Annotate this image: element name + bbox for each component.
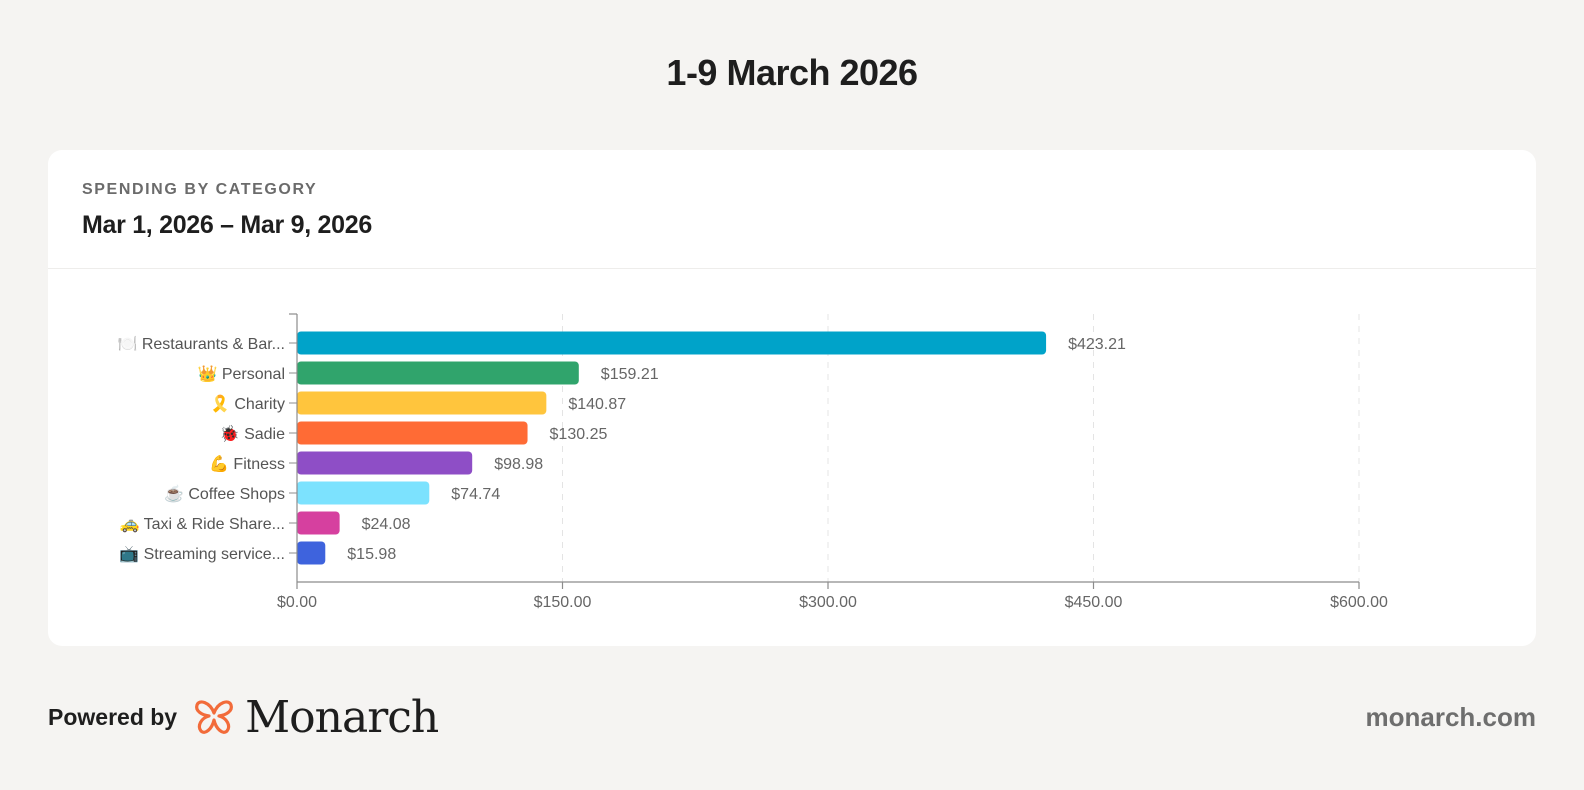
- bar: [297, 451, 473, 475]
- category-label: 👑 Personal: [197, 365, 285, 383]
- bar-value-label: $423.21: [1068, 336, 1126, 353]
- powered-by-label: Powered by: [48, 703, 178, 730]
- bar-value-label: $159.21: [601, 366, 659, 383]
- bar-value-label: $140.87: [568, 396, 626, 413]
- bar: [297, 331, 1047, 355]
- card-header: SPENDING BY CATEGORY Mar 1, 2026 – Mar 9…: [48, 150, 1536, 269]
- x-tick-label: $150.00: [534, 594, 592, 611]
- category-label: 🐞 Sadie: [220, 424, 285, 443]
- bar: [297, 421, 528, 445]
- category-label: 💪 Fitness: [209, 454, 285, 473]
- category-label: ☕ Coffee Shops: [164, 484, 285, 503]
- bar-value-label: $74.74: [451, 486, 500, 503]
- bar: [297, 511, 340, 535]
- bar: [297, 481, 430, 505]
- bar: [297, 541, 326, 565]
- bar: [297, 361, 579, 385]
- bar-value-label: $98.98: [494, 456, 543, 473]
- x-tick-label: $450.00: [1065, 594, 1123, 611]
- category-label: 🚕 Taxi & Ride Share...: [120, 516, 285, 533]
- bar-value-label: $130.25: [550, 426, 608, 443]
- category-label: 🎗️ Charity: [210, 394, 285, 413]
- bar-value-label: $24.08: [362, 516, 411, 533]
- x-tick-label: $600.00: [1330, 594, 1388, 611]
- brand-name: Monarch: [245, 691, 439, 743]
- date-range: Mar 1, 2026 – Mar 9, 2026: [82, 211, 372, 239]
- site-link[interactable]: monarch.com: [1365, 702, 1537, 732]
- bar: [297, 391, 547, 415]
- x-tick-label: $0.00: [277, 594, 317, 611]
- spending-card: SPENDING BY CATEGORY Mar 1, 2026 – Mar 9…: [48, 150, 1536, 646]
- category-label: 📺 Streaming service...: [119, 545, 285, 563]
- x-tick-label: $300.00: [799, 594, 857, 611]
- card-eyebrow: SPENDING BY CATEGORY: [82, 181, 318, 198]
- butterfly-logo-icon: [195, 700, 234, 734]
- bar-value-label: $15.98: [347, 546, 396, 563]
- category-label: 🍽️ Restaurants & Bar...: [117, 335, 285, 353]
- page-title: 1-9 March 2026: [666, 52, 918, 93]
- powered-by: Powered by Monarch: [48, 691, 439, 743]
- spending-bar-chart: $423.21 🍽️ Restaurants & Bar... $159.21 👑 P…: [117, 313, 1388, 611]
